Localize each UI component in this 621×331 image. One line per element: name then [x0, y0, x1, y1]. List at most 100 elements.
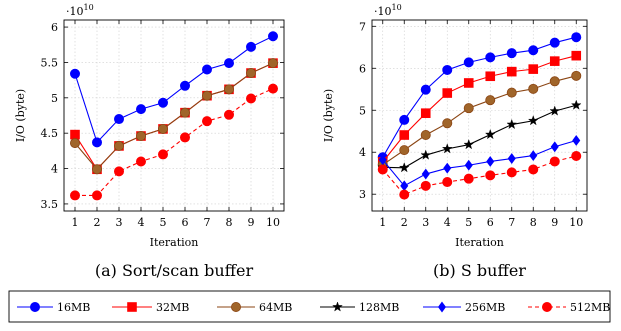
- data-point: [267, 83, 278, 94]
- legend-marker: [29, 301, 40, 312]
- series-line: [382, 139, 577, 187]
- data-point: [135, 156, 146, 167]
- data-point: [571, 50, 582, 61]
- series-line: [382, 75, 577, 166]
- data-point: [245, 68, 256, 79]
- data-point: [92, 190, 103, 201]
- plot-frame: [63, 19, 285, 212]
- panel-sort-scan-buffer: 3.5 4 4.5 5 5.5 6 1 2 3 4 5 6 7 8 9 10 ·1010 Iteration I/O…: [14, 3, 285, 280]
- data-point: [70, 129, 80, 140]
- legend-label: 64MB: [259, 301, 292, 314]
- legend-entry-64mb: 64MB: [217, 301, 292, 314]
- data-point: [442, 118, 453, 129]
- series-512mb: [377, 151, 582, 200]
- data-point: [485, 95, 496, 106]
- data-point: [528, 45, 539, 56]
- data-point: [528, 64, 539, 74]
- data-point: [201, 90, 212, 101]
- data-point: [528, 164, 539, 175]
- legend-marker: [437, 301, 447, 313]
- y-tick-label: 4: [51, 163, 58, 176]
- y-tick-label: 4: [359, 146, 366, 159]
- data-point: [485, 71, 496, 82]
- x-tick-label: 6: [182, 216, 189, 229]
- data-point: [114, 140, 125, 151]
- panel-s-buffer: 3 4 5 6 7 1 2 3 4 5 6 7 8 9 10 ·1010 Iteration I/O (byte)…: [322, 3, 588, 280]
- data-point: [378, 154, 387, 166]
- data-point: [420, 130, 431, 141]
- data-point: [549, 156, 560, 167]
- data-point: [421, 168, 430, 180]
- data-point: [92, 137, 103, 148]
- x-tick-label: 9: [248, 216, 255, 229]
- data-point: [549, 76, 560, 87]
- y-tick-label: 3.5: [41, 198, 59, 211]
- data-point: [114, 166, 125, 177]
- series-line: [382, 104, 577, 169]
- data-point: [464, 159, 473, 171]
- data-point: [484, 128, 496, 140]
- x-tick-label: 8: [530, 216, 537, 229]
- x-tick-label: 9: [551, 216, 558, 229]
- data-point: [135, 104, 146, 115]
- series-16mb: [377, 32, 582, 163]
- data-point: [223, 109, 234, 120]
- data-point: [572, 135, 581, 146]
- data-point: [506, 167, 517, 178]
- data-point: [114, 114, 125, 125]
- series-line: [74, 62, 274, 171]
- plot-frame: [371, 19, 588, 212]
- data-point: [70, 68, 81, 79]
- data-point: [527, 115, 539, 126]
- data-point: [267, 31, 278, 42]
- data-point: [571, 32, 582, 43]
- x-axis-label: Iteration: [455, 236, 504, 249]
- y-tick-label: 6: [359, 62, 366, 75]
- data-point: [570, 99, 582, 110]
- series-line: [75, 88, 274, 196]
- data-point: [157, 123, 168, 134]
- data-point: [442, 88, 453, 98]
- data-point: [463, 139, 475, 150]
- data-point: [507, 153, 516, 164]
- legend-entry-512mb: 512MB: [528, 301, 610, 314]
- data-point: [179, 80, 190, 91]
- data-point: [529, 150, 538, 162]
- data-point: [463, 103, 474, 114]
- x-tick-label: 6: [487, 216, 494, 229]
- series-line: [74, 35, 274, 144]
- x-tick-label: 3: [116, 216, 123, 229]
- data-point: [92, 164, 103, 175]
- x-tick-label: 7: [204, 216, 211, 229]
- data-point: [223, 58, 234, 69]
- data-point: [442, 64, 453, 75]
- data-point: [442, 177, 453, 188]
- legend-label: 256MB: [465, 301, 505, 314]
- y-axis-label: I/O (byte): [322, 89, 335, 142]
- data-point: [135, 131, 146, 142]
- data-point: [571, 151, 582, 162]
- data-point: [443, 162, 452, 174]
- data-point: [420, 108, 431, 118]
- y-scale-label: ·1010: [66, 3, 94, 18]
- x-tick-label: 10: [266, 216, 280, 229]
- y-tick-label: 4.5: [41, 127, 59, 140]
- x-tick-label: 2: [401, 216, 408, 229]
- legend-marker: [332, 301, 343, 312]
- series-16mb: [70, 31, 278, 148]
- data-point: [486, 156, 495, 167]
- y-tick-label: 5: [51, 92, 58, 105]
- x-tick-label: 4: [138, 216, 145, 229]
- x-tick-label: 1: [379, 216, 386, 229]
- legend-entry-128mb: 128MB: [320, 301, 399, 314]
- data-point: [549, 56, 560, 66]
- data-point: [70, 138, 81, 149]
- panel-caption: (a) Sort/scan buffer: [95, 261, 254, 280]
- data-point: [549, 37, 560, 48]
- data-point: [201, 64, 212, 75]
- data-point: [506, 66, 517, 77]
- y-tick-label: 5: [359, 104, 366, 117]
- x-tick-label: 3: [422, 216, 429, 229]
- legend-label: 32MB: [156, 301, 189, 314]
